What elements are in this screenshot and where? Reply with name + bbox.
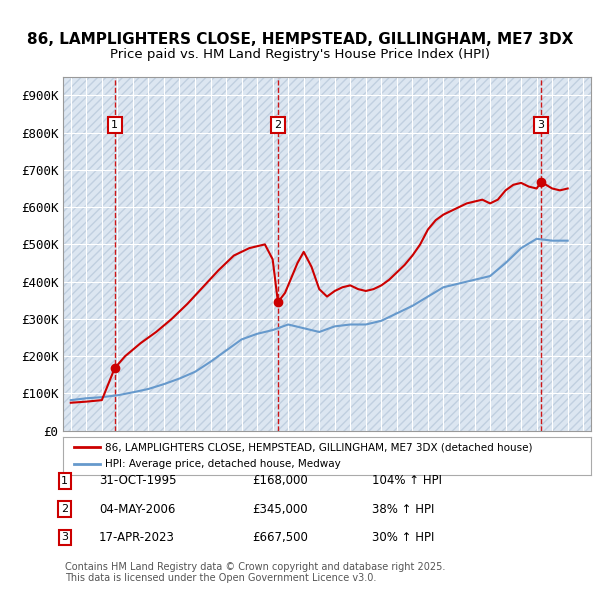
Text: 30% ↑ HPI: 30% ↑ HPI <box>372 531 434 544</box>
Text: 2: 2 <box>61 504 68 514</box>
Text: 86, LAMPLIGHTERS CLOSE, HEMPSTEAD, GILLINGHAM, ME7 3DX: 86, LAMPLIGHTERS CLOSE, HEMPSTEAD, GILLI… <box>27 32 573 47</box>
Text: Price paid vs. HM Land Registry's House Price Index (HPI): Price paid vs. HM Land Registry's House … <box>110 48 490 61</box>
Text: 3: 3 <box>61 533 68 542</box>
Text: 104% ↑ HPI: 104% ↑ HPI <box>372 474 442 487</box>
Text: 38% ↑ HPI: 38% ↑ HPI <box>372 503 434 516</box>
Text: 31-OCT-1995: 31-OCT-1995 <box>99 474 176 487</box>
Text: 3: 3 <box>538 120 545 130</box>
Text: 17-APR-2023: 17-APR-2023 <box>99 531 175 544</box>
Text: HPI: Average price, detached house, Medway: HPI: Average price, detached house, Medw… <box>105 459 341 469</box>
Text: 04-MAY-2006: 04-MAY-2006 <box>99 503 175 516</box>
Text: 86, LAMPLIGHTERS CLOSE, HEMPSTEAD, GILLINGHAM, ME7 3DX (detached house): 86, LAMPLIGHTERS CLOSE, HEMPSTEAD, GILLI… <box>105 442 533 453</box>
Text: Contains HM Land Registry data © Crown copyright and database right 2025.
This d: Contains HM Land Registry data © Crown c… <box>65 562 445 584</box>
Text: 1: 1 <box>61 476 68 486</box>
Text: £168,000: £168,000 <box>252 474 308 487</box>
Text: £345,000: £345,000 <box>252 503 308 516</box>
Text: 1: 1 <box>111 120 118 130</box>
Text: £667,500: £667,500 <box>252 531 308 544</box>
Text: 2: 2 <box>274 120 281 130</box>
